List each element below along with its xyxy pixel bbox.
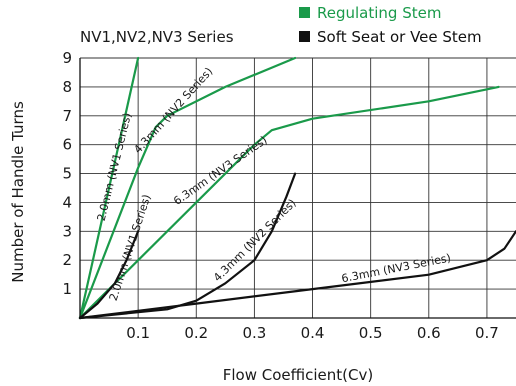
x-tick-label-6: 0.7 (475, 324, 499, 342)
y-tick-label-6: 7 (62, 107, 72, 125)
x-tick-label-3: 0.4 (301, 324, 325, 342)
series-line-1 (78, 56, 297, 320)
series-line-3 (78, 230, 140, 320)
y-tick-label-2: 3 (62, 222, 72, 240)
legend-label-regulating: Regulating Stem (317, 4, 441, 22)
series-line-2 (78, 85, 500, 320)
y-tick-label-1: 2 (62, 251, 72, 269)
curve-labels: 2.0mm (NV1 Series)4.3mm (NV2 Series)6.3m… (95, 65, 452, 303)
curve-label-1: 4.3mm (NV2 Series) (131, 65, 215, 156)
series-line-0 (78, 56, 140, 320)
x-tick-label-5: 0.6 (417, 324, 441, 342)
x-tick-label-2: 0.3 (242, 324, 266, 342)
curve-label-5: 6.3mm (NV3 Series) (340, 251, 452, 285)
x-tick-label-1: 0.2 (184, 324, 208, 342)
x-axis-label: Flow Coefficient(Cv) (223, 366, 373, 384)
y-tick-label-8: 9 (62, 49, 72, 67)
legend-swatch-soft-seat (299, 31, 310, 42)
chart-title: NV1,NV2,NV3 Series (80, 28, 234, 46)
y-axis-label: Number of Handle Turns (9, 101, 27, 283)
legend-swatch-regulating (299, 7, 310, 18)
axes (79, 58, 516, 319)
x-tick-label-4: 0.5 (359, 324, 383, 342)
x-tick-labels: 0.1 0.2 0.3 0.4 0.5 0.6 0.7 (126, 324, 499, 342)
series-group (78, 56, 516, 320)
y-tick-label-0: 1 (62, 280, 72, 298)
series-line-5 (78, 230, 516, 320)
curve-label-3: 2.0mm (NV1 Series) (107, 193, 154, 303)
y-tick-label-3: 4 (62, 193, 72, 211)
x-tick-label-0: 0.1 (126, 324, 150, 342)
legend: Regulating Stem Soft Seat or Vee Stem (299, 4, 482, 46)
y-tick-labels: 1 2 3 4 5 6 7 8 9 (62, 49, 72, 298)
series-line-4 (78, 172, 297, 320)
y-tick-label-4: 5 (62, 165, 72, 183)
y-tick-label-7: 8 (62, 78, 72, 96)
curve-label-0: 2.0mm (NV1 Series) (95, 111, 134, 222)
legend-label-soft-seat: Soft Seat or Vee Stem (317, 28, 482, 46)
y-tick-label-5: 6 (62, 136, 72, 154)
